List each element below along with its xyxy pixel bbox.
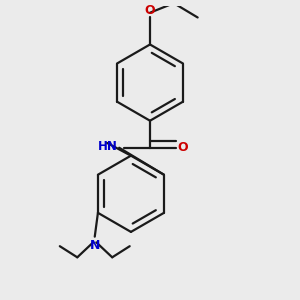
Text: O: O	[145, 4, 155, 16]
Text: N: N	[90, 239, 100, 252]
Text: O: O	[178, 141, 188, 154]
Text: HN: HN	[98, 140, 118, 153]
